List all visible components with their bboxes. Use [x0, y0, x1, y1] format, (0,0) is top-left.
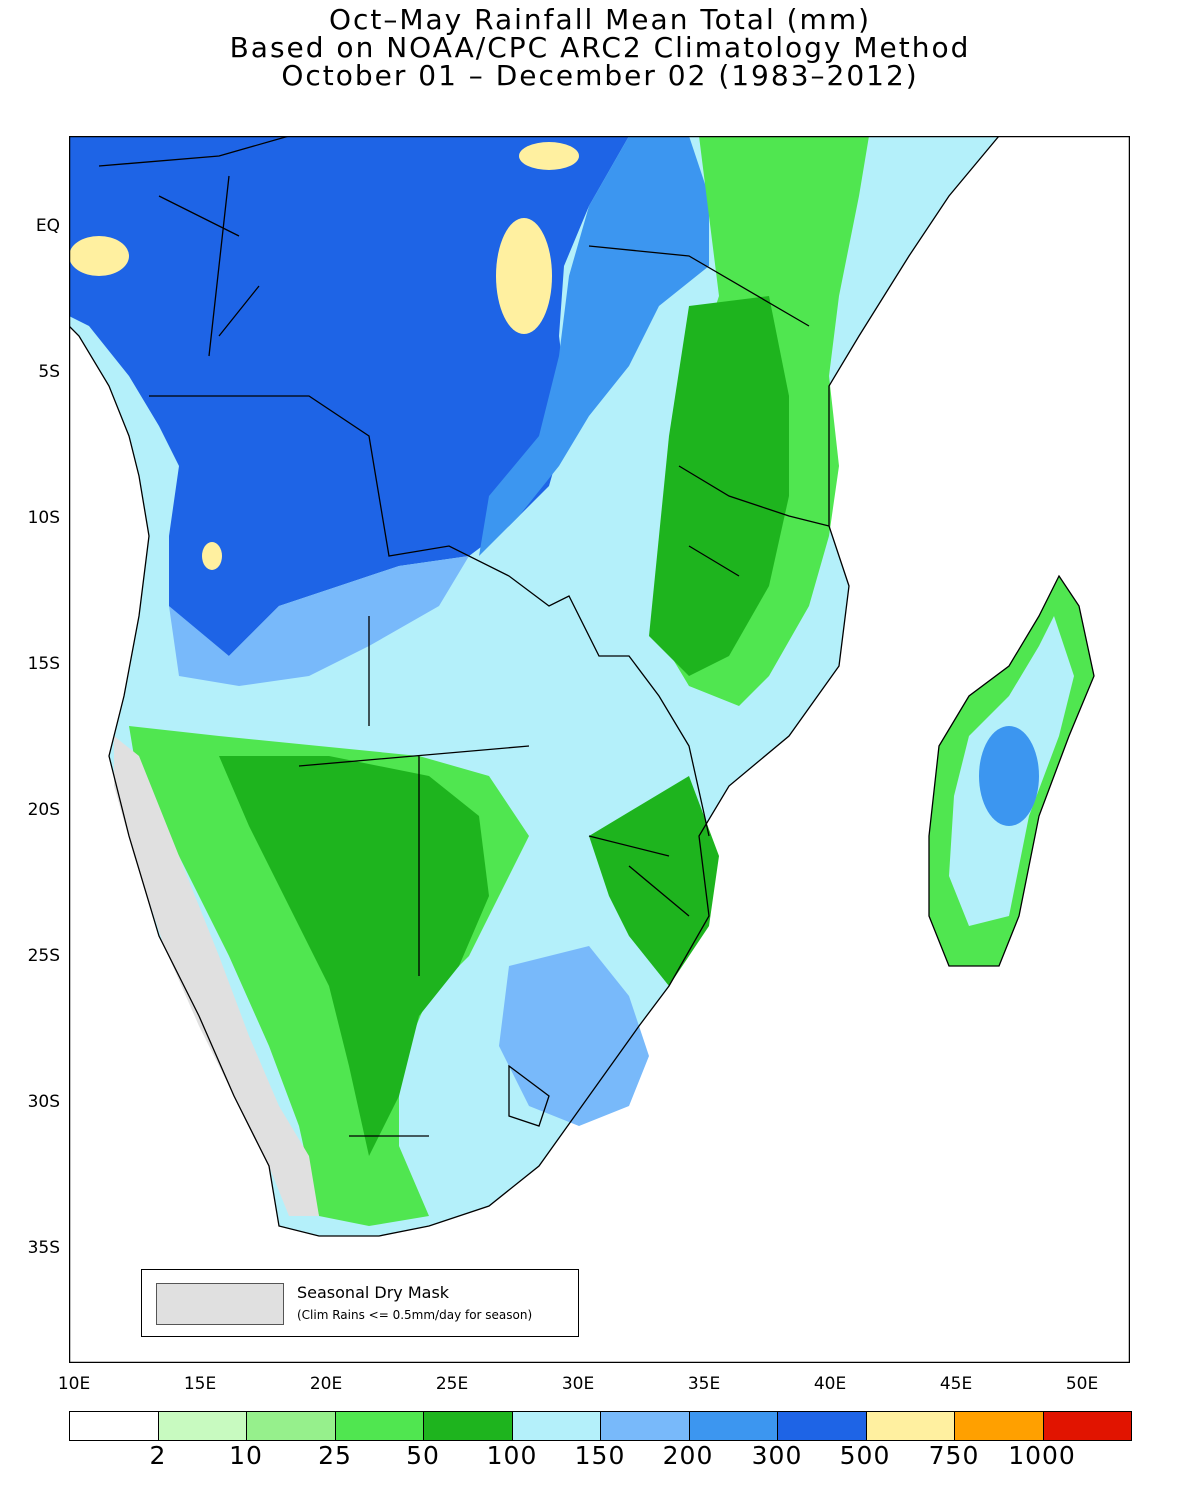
dry-mask-title: Seasonal Dry Mask — [297, 1283, 450, 1302]
rainfall-map — [69, 136, 1130, 1363]
colorbar-cell — [955, 1412, 1044, 1440]
y-tick-5s: 5S — [38, 362, 60, 382]
x-tick-10e: 10E — [57, 1374, 91, 1394]
colorbar-label: 10 — [229, 1441, 263, 1470]
colorbar-cell — [158, 1412, 247, 1440]
colorbar-label: 200 — [662, 1441, 714, 1470]
colorbar-cell — [689, 1412, 778, 1440]
colorbar-label: 300 — [751, 1441, 803, 1470]
map-continent — [69, 136, 999, 1236]
colorbar-label: 100 — [486, 1441, 538, 1470]
colorbar-cell — [70, 1412, 159, 1440]
y-tick-10s: 10S — [27, 508, 60, 528]
x-tick-20e: 20E — [309, 1374, 343, 1394]
colorbar-label: 25 — [318, 1441, 352, 1470]
colorbar-label: 1000 — [1008, 1441, 1076, 1470]
colorbar-cell — [778, 1412, 867, 1440]
title-line-1: Oct–May Rainfall Mean Total (mm) — [328, 3, 872, 36]
colorbar-label: 2 — [149, 1441, 167, 1470]
colorbar-cell — [866, 1412, 955, 1440]
x-tick-15e: 15E — [183, 1374, 217, 1394]
colorbar-cell — [424, 1412, 513, 1440]
colorbar-label: 750 — [928, 1441, 980, 1470]
colorbar-label: 500 — [839, 1441, 891, 1470]
dry-mask-note: (Clim Rains <= 0.5mm/day for season) — [297, 1308, 533, 1322]
colorbar-cell — [512, 1412, 601, 1440]
x-tick-50e: 50E — [1065, 1374, 1099, 1394]
x-tick-35e: 35E — [687, 1374, 721, 1394]
x-tick-40e: 40E — [813, 1374, 847, 1394]
x-tick-45e: 45E — [939, 1374, 973, 1394]
dry-mask-legend: Seasonal Dry Mask (Clim Rains <= 0.5mm/d… — [141, 1269, 579, 1337]
map-madagascar — [929, 576, 1094, 966]
x-tick-30e: 30E — [561, 1374, 595, 1394]
y-tick-20s: 20S — [27, 800, 60, 820]
y-tick-eq: EQ — [35, 216, 60, 236]
colorbar — [69, 1411, 1132, 1441]
colorbar-label: 50 — [406, 1441, 440, 1470]
y-tick-25s: 25S — [27, 946, 60, 966]
colorbar-label: 150 — [574, 1441, 626, 1470]
colorbar-cell — [335, 1412, 424, 1440]
title-line-3: October 01 – December 02 (1983–2012) — [281, 59, 919, 92]
y-tick-35s: 35S — [27, 1238, 60, 1258]
y-tick-30s: 30S — [27, 1092, 60, 1112]
colorbar-cell — [1043, 1412, 1131, 1440]
colorbar-cell — [247, 1412, 336, 1440]
y-tick-15s: 15S — [27, 654, 60, 674]
colorbar-cell — [601, 1412, 690, 1440]
dry-mask-swatch — [156, 1283, 284, 1325]
chart-title: Oct–May Rainfall Mean Total (mm) Based o… — [0, 6, 1200, 90]
title-line-2: Based on NOAA/CPC ARC2 Climatology Metho… — [229, 31, 971, 64]
x-tick-25e: 25E — [435, 1374, 469, 1394]
map-borders — [69, 136, 1095, 1237]
